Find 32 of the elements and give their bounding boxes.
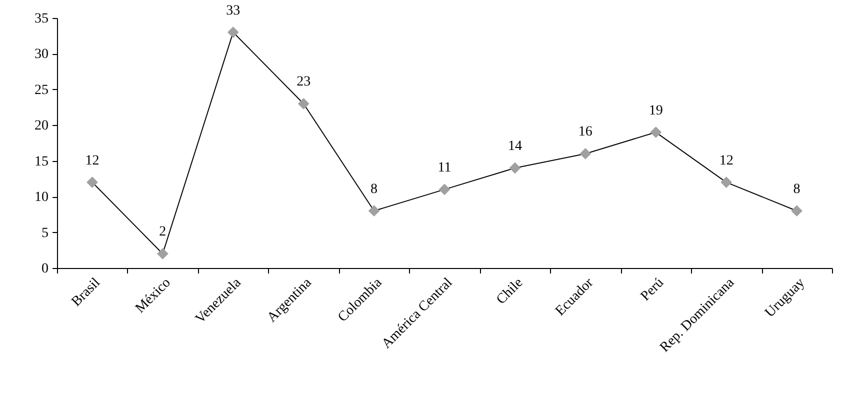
y-tick-label: 15 xyxy=(34,154,48,170)
point xyxy=(368,205,380,217)
y-tick-label: 25 xyxy=(34,82,48,98)
point xyxy=(509,162,521,174)
data-label: 11 xyxy=(438,160,452,176)
data-label: 14 xyxy=(508,139,522,154)
data-label: 2 xyxy=(159,224,166,240)
point xyxy=(720,176,732,188)
x-tick-label: Perú xyxy=(638,276,667,304)
data-label: 19 xyxy=(648,103,663,118)
point xyxy=(438,184,450,196)
y-tick-label: 30 xyxy=(34,47,48,62)
data-label: 16 xyxy=(578,124,592,140)
point xyxy=(650,126,662,138)
y-tick-label: 5 xyxy=(42,226,48,241)
x-tick-label: Chile xyxy=(494,276,526,308)
data-label: 23 xyxy=(296,74,311,90)
point xyxy=(791,205,802,217)
point xyxy=(86,176,98,188)
data-label: 12 xyxy=(85,153,100,168)
data-label: 12 xyxy=(719,153,734,168)
y-tick-label: 35 xyxy=(34,12,48,26)
point xyxy=(298,98,310,110)
data-label: 33 xyxy=(226,3,240,18)
data-label: 8 xyxy=(793,182,800,197)
data-label: 8 xyxy=(370,182,378,197)
y-tick-label: 0 xyxy=(42,262,48,276)
point xyxy=(156,248,168,260)
y-tick-label: 10 xyxy=(34,190,48,206)
point xyxy=(580,148,592,160)
y-tick-label: 20 xyxy=(34,118,48,134)
point xyxy=(227,26,239,38)
